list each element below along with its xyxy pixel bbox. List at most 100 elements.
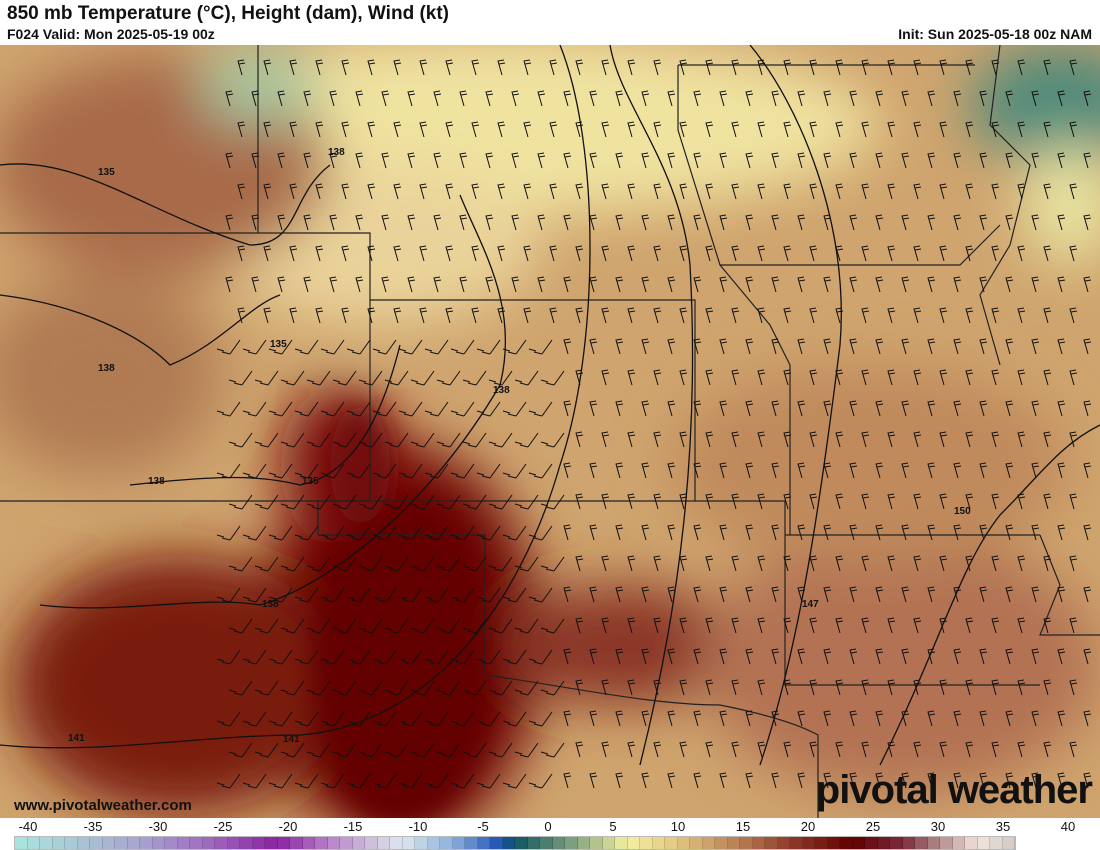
colorbar-swatch [377,837,390,849]
wind-barb [332,370,357,386]
wind-barb [719,772,728,789]
wind-barb [398,463,423,479]
wind-barb [1069,555,1078,572]
wind-barb [410,618,435,634]
wind-barb [861,121,870,138]
wind-barb [537,152,546,169]
wind-barb [979,462,988,479]
wind-barb [303,214,312,231]
wind-barb [589,648,598,665]
wind-barb [641,338,650,355]
wind-barb [705,431,714,448]
wind-barb [563,276,572,293]
wind-barb [346,587,371,603]
colorbar-swatch [577,837,590,849]
wind-barb [294,587,319,603]
wind-barb [849,462,858,479]
colorbar-swatch [352,837,365,849]
wind-barb [315,59,324,76]
wind-barb [679,431,688,448]
wind-barb [939,121,948,138]
wind-barb [1069,741,1078,758]
wind-barb [771,338,780,355]
colorbar-swatch [765,837,778,849]
wind-barb [424,463,449,479]
wind-barb [731,617,740,634]
colorbar-swatch [715,837,728,849]
wind-barb [641,462,650,479]
colorbar-swatch [27,837,40,849]
wind-barb [965,369,974,386]
wind-barb [1031,710,1040,727]
wind-barb [407,276,416,293]
wind-barb [849,338,858,355]
wind-barb [627,679,636,696]
wind-barb [445,245,454,262]
wind-barb [679,307,688,324]
wind-barb [979,152,988,169]
wind-barb [927,152,936,169]
wind-barb [263,183,272,200]
wind-barb [693,462,702,479]
brand-logo: pivotal weather [815,768,1093,812]
wind-barb [1031,214,1040,231]
wind-barb [797,648,806,665]
wind-barb [1005,152,1014,169]
wind-barb [1005,772,1014,789]
wind-barb [410,494,435,510]
wind-barb [280,370,305,386]
wind-barb [641,648,650,665]
wind-barb [575,493,584,510]
wind-barb [1031,276,1040,293]
wind-barb [225,276,234,293]
wind-barb [1057,152,1066,169]
wind-barb [277,90,286,107]
wind-barb [745,214,754,231]
wind-barb [615,400,624,417]
wind-barb [667,772,676,789]
wind-barb [476,339,501,355]
wind-barb [913,121,922,138]
colorbar-tick-label: -25 [213,819,233,834]
wind-barb [783,555,792,572]
wind-barb [939,183,948,200]
wind-barb [797,214,806,231]
wind-barb [1005,586,1014,603]
wind-barb [346,711,371,727]
wind-barb [1083,710,1092,727]
wind-barb [367,307,376,324]
wind-barb [497,245,506,262]
wind-barb [1031,338,1040,355]
weather-map[interactable]: 135 138 135 138 138 135 138 138 141 141 … [0,45,1100,818]
colorbar-swatch [365,837,378,849]
wind-barb [719,400,728,417]
wind-barb [228,618,253,634]
wind-barb [991,245,1000,262]
colorbar-swatch [565,837,578,849]
colorbar-swatch [40,837,53,849]
wind-barb [1083,400,1092,417]
wind-barb [476,773,501,789]
wind-barb [979,524,988,541]
wind-barb [953,338,962,355]
wind-barb [667,276,676,293]
wind-barb [1057,710,1066,727]
wind-barb [731,679,740,696]
wind-barb [471,183,480,200]
wind-barb [1069,59,1078,76]
wind-barb [384,432,409,448]
wind-barb [540,370,565,386]
wind-barb [979,772,988,789]
wind-barb [502,525,527,541]
wind-barb [228,370,253,386]
wind-barb [589,214,598,231]
wind-barb [315,121,324,138]
wind-barb [216,525,241,541]
colorbar-swatch [490,837,503,849]
wind-barb [875,772,884,789]
wind-barb [835,59,844,76]
wind-barb [809,245,818,262]
wind-barb [887,493,896,510]
wind-barb [1017,183,1026,200]
wind-barb [575,121,584,138]
